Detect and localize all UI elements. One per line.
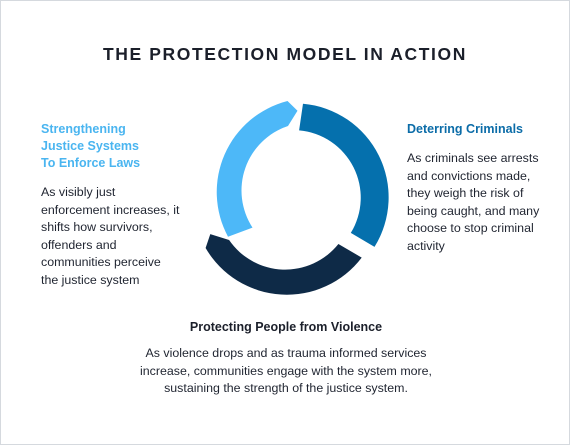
stage-protecting-heading: Protecting People from Violence [189, 320, 383, 334]
cycle-segment-protecting [205, 234, 362, 295]
stage-strengthening: Strengthening Justice Systems To Enforce… [41, 121, 181, 289]
stage-strengthening-text: As visibly just enforcement increases, i… [41, 185, 180, 287]
stage-strengthening-heading: Strengthening Justice Systems To Enforce… [41, 122, 141, 170]
stage-protecting: Protecting People from Violence As viole… [131, 319, 441, 398]
stage-deterring-heading: Deterring Criminals [407, 122, 524, 136]
stage-protecting-text: As violence drops and as trauma informed… [140, 346, 432, 395]
stage-deterring: Deterring Criminals As criminals see arr… [407, 121, 557, 255]
stage-deterring-text: As criminals see arrests and convictions… [407, 151, 540, 253]
diagram-title: THE PROTECTION MODEL IN ACTION [103, 44, 467, 64]
cycle-segment-deterring [299, 103, 389, 247]
cycle-segment-strengthening [216, 101, 298, 237]
